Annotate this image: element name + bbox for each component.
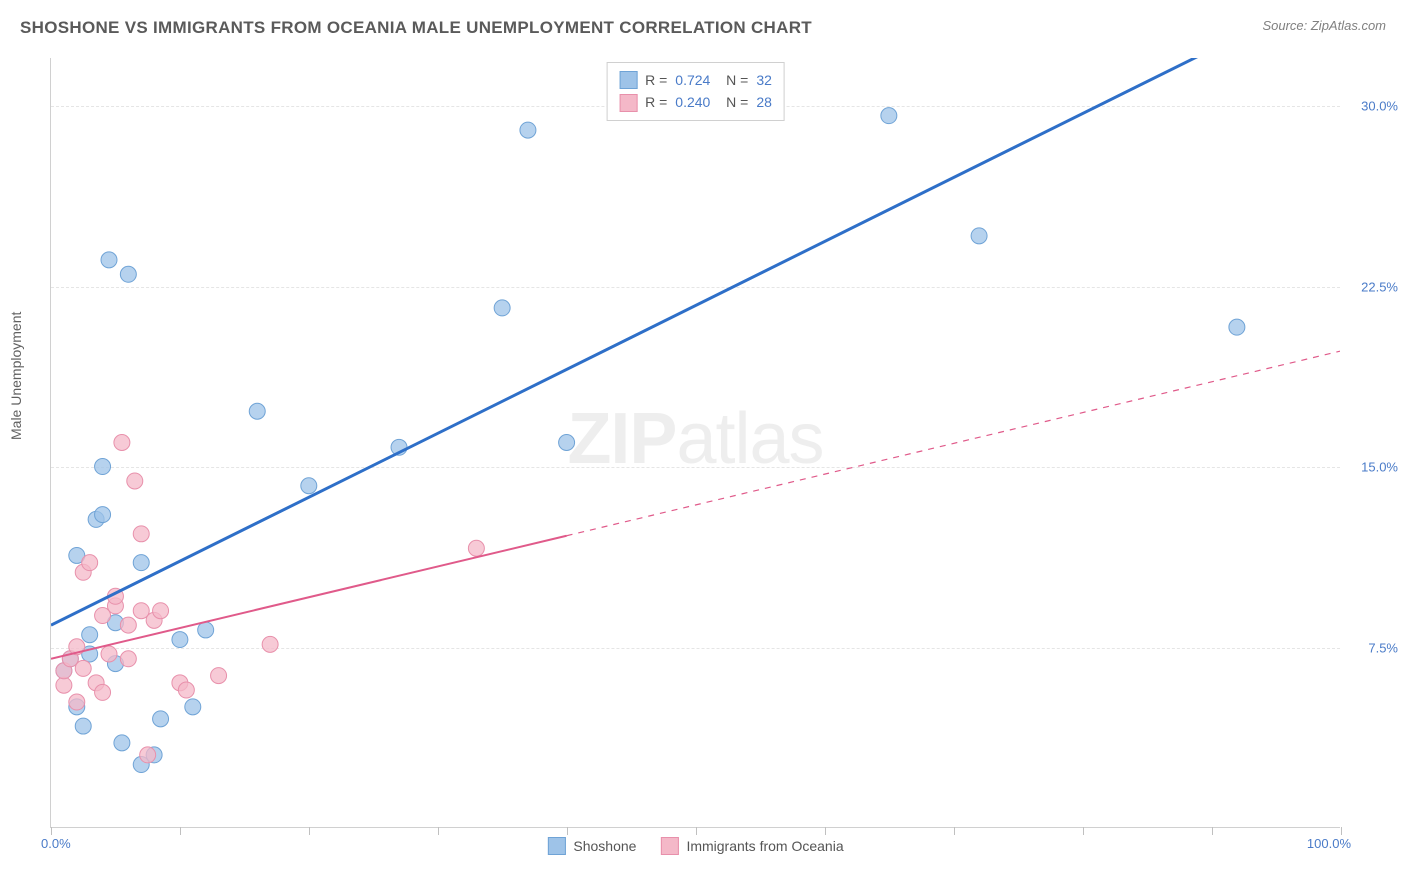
r-value-shoshone: 0.724 — [675, 69, 710, 91]
data-point — [95, 459, 111, 475]
data-point — [198, 622, 214, 638]
data-point — [120, 651, 136, 667]
ytick-label: 15.0% — [1361, 460, 1398, 475]
correlation-legend: R = 0.724 N = 32 R = 0.240 N = 28 — [606, 62, 785, 121]
data-point — [120, 266, 136, 282]
trend-line — [51, 536, 567, 659]
data-point — [82, 555, 98, 571]
data-point — [95, 507, 111, 523]
data-point — [120, 617, 136, 633]
swatch-shoshone-icon — [547, 837, 565, 855]
xtick — [51, 827, 52, 835]
data-point — [468, 540, 484, 556]
scatter-svg — [51, 58, 1340, 827]
legend-label-oceania: Immigrants from Oceania — [686, 838, 843, 854]
data-point — [75, 718, 91, 734]
xtick — [567, 827, 568, 835]
data-point — [56, 677, 72, 693]
source-attribution: Source: ZipAtlas.com — [1262, 18, 1386, 33]
series-legend: Shoshone Immigrants from Oceania — [547, 837, 843, 855]
data-point — [127, 473, 143, 489]
xtick — [954, 827, 955, 835]
data-point — [69, 694, 85, 710]
data-point — [178, 682, 194, 698]
xtick — [696, 827, 697, 835]
chart-header: SHOSHONE VS IMMIGRANTS FROM OCEANIA MALE… — [0, 0, 1406, 50]
xtick — [1212, 827, 1213, 835]
n-label: N = — [718, 69, 748, 91]
xtick-label: 0.0% — [41, 836, 71, 851]
data-point — [133, 526, 149, 542]
data-point — [559, 435, 575, 451]
ytick-label: 30.0% — [1361, 99, 1398, 114]
data-point — [262, 636, 278, 652]
data-point — [95, 684, 111, 700]
data-point — [133, 555, 149, 571]
legend-label-shoshone: Shoshone — [573, 838, 636, 854]
xtick — [180, 827, 181, 835]
legend-item-shoshone: Shoshone — [547, 837, 636, 855]
data-point — [82, 627, 98, 643]
data-point — [494, 300, 510, 316]
y-axis-label: Male Unemployment — [8, 312, 24, 440]
r-label: R = — [645, 69, 667, 91]
swatch-oceania — [619, 94, 637, 112]
data-point — [1229, 319, 1245, 335]
xtick — [1083, 827, 1084, 835]
data-point — [172, 632, 188, 648]
xtick — [309, 827, 310, 835]
r-value-oceania: 0.240 — [675, 91, 710, 113]
data-point — [140, 747, 156, 763]
n-value-shoshone: 32 — [756, 69, 772, 91]
trend-line-extrapolated — [567, 351, 1340, 536]
data-point — [185, 699, 201, 715]
swatch-oceania-icon — [660, 837, 678, 855]
data-point — [101, 646, 117, 662]
xtick — [438, 827, 439, 835]
chart-plot-area: ZIPatlas R = 0.724 N = 32 R = 0.240 N = … — [50, 58, 1340, 828]
swatch-shoshone — [619, 71, 637, 89]
data-point — [971, 228, 987, 244]
xtick — [1341, 827, 1342, 835]
ytick-label: 7.5% — [1368, 640, 1398, 655]
data-point — [211, 668, 227, 684]
data-point — [520, 122, 536, 138]
data-point — [881, 108, 897, 124]
data-point — [249, 403, 265, 419]
data-point — [153, 711, 169, 727]
data-point — [114, 435, 130, 451]
n-label: N = — [718, 91, 748, 113]
data-point — [101, 252, 117, 268]
r-label: R = — [645, 91, 667, 113]
legend-row-shoshone: R = 0.724 N = 32 — [619, 69, 772, 91]
data-point — [114, 735, 130, 751]
chart-title: SHOSHONE VS IMMIGRANTS FROM OCEANIA MALE… — [20, 18, 812, 38]
n-value-oceania: 28 — [756, 91, 772, 113]
ytick-label: 22.5% — [1361, 279, 1398, 294]
xtick-label: 100.0% — [1291, 836, 1351, 851]
xtick — [825, 827, 826, 835]
data-point — [301, 478, 317, 494]
legend-row-oceania: R = 0.240 N = 28 — [619, 91, 772, 113]
data-point — [153, 603, 169, 619]
data-point — [75, 660, 91, 676]
legend-item-oceania: Immigrants from Oceania — [660, 837, 843, 855]
